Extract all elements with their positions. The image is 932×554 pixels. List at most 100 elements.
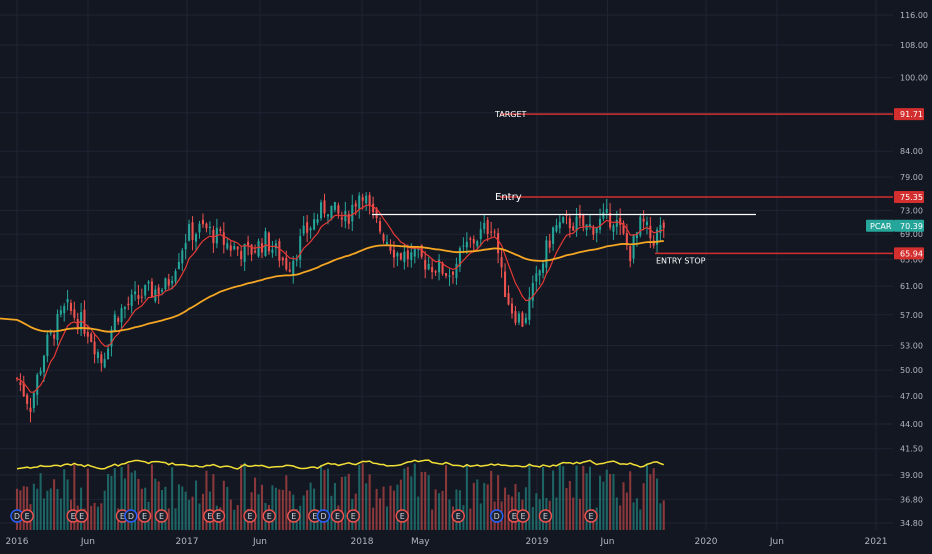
earnings-marker bbox=[20, 509, 34, 523]
ma-short-line bbox=[16, 204, 664, 393]
candle-body bbox=[123, 307, 126, 309]
candle-body bbox=[424, 260, 427, 270]
volume-bar bbox=[326, 468, 329, 530]
volume-bar bbox=[90, 505, 93, 530]
volume-bar bbox=[184, 491, 187, 530]
time-tick-label: 2016 bbox=[6, 537, 29, 547]
candle-body bbox=[417, 248, 420, 250]
price-levels: TARGET Entry ENTRY STOP bbox=[372, 110, 893, 265]
volume-bar bbox=[140, 488, 143, 530]
earnings-marker-label: E bbox=[312, 512, 317, 521]
earnings-marker-label: E bbox=[589, 512, 594, 521]
volume-ma bbox=[16, 459, 665, 470]
time-tick-label: 2020 bbox=[695, 537, 718, 547]
candle-body bbox=[120, 308, 123, 323]
earnings-marker-label: E bbox=[79, 512, 84, 521]
candle-body bbox=[76, 318, 79, 330]
volume-bar bbox=[438, 493, 441, 530]
candle-body bbox=[295, 259, 298, 261]
candle-body bbox=[306, 222, 309, 233]
volume-bar bbox=[123, 478, 126, 530]
volume-bar bbox=[188, 499, 191, 530]
earnings-marker-label: E bbox=[25, 512, 30, 521]
volume-bar bbox=[420, 471, 423, 530]
candle-body bbox=[110, 329, 113, 347]
candle-body bbox=[219, 229, 222, 232]
candle-body bbox=[420, 245, 423, 257]
volume-bar bbox=[191, 496, 194, 530]
volume-bar bbox=[167, 508, 170, 530]
volume-bar bbox=[150, 464, 153, 530]
candle-body bbox=[524, 317, 527, 323]
candle-body bbox=[208, 226, 211, 229]
candle-body bbox=[184, 243, 187, 250]
candle-body bbox=[201, 219, 204, 225]
candle-body bbox=[247, 241, 250, 246]
candle-body bbox=[605, 208, 608, 213]
candle-body bbox=[403, 251, 406, 262]
volume-bar bbox=[568, 481, 571, 530]
volume-bar bbox=[585, 473, 588, 530]
candle-body bbox=[39, 370, 42, 375]
candle-body bbox=[555, 225, 558, 232]
candle-body bbox=[545, 240, 548, 268]
volume-bar bbox=[226, 486, 229, 530]
volume-bar bbox=[588, 466, 592, 530]
volume-bar bbox=[445, 465, 448, 530]
candle-body bbox=[171, 280, 174, 284]
candle-body bbox=[181, 250, 184, 264]
volume-bar bbox=[177, 484, 180, 530]
volume-bar bbox=[649, 474, 652, 530]
earnings-marker-label: E bbox=[267, 512, 272, 521]
volume-bar bbox=[622, 482, 625, 530]
price-tick-label: 84.00 bbox=[900, 147, 923, 156]
earnings-marker bbox=[538, 509, 553, 523]
volume-bar bbox=[236, 505, 239, 530]
earnings-marker-label: E bbox=[335, 512, 340, 521]
candles bbox=[15, 192, 665, 423]
candle-body bbox=[188, 224, 191, 241]
price-tick-label: 65.00 bbox=[900, 255, 923, 264]
volume-bar bbox=[313, 488, 316, 530]
time-tick-label: May bbox=[411, 537, 430, 547]
candle-body bbox=[344, 211, 347, 222]
earnings-marker bbox=[74, 509, 89, 523]
candle-body bbox=[351, 204, 354, 222]
price-badges: 91.71 75.35 65.94 PCAR 70.39 bbox=[866, 108, 924, 260]
candle-body bbox=[144, 284, 147, 296]
candle-body bbox=[271, 249, 274, 253]
candle-body bbox=[517, 313, 520, 323]
volume-bar bbox=[205, 470, 208, 530]
candle-body bbox=[656, 229, 659, 245]
volume-bar bbox=[63, 469, 66, 530]
candle-body bbox=[465, 241, 468, 248]
candle-body bbox=[451, 271, 454, 275]
volume-bar bbox=[612, 474, 615, 530]
price-tick-label: 57.00 bbox=[900, 311, 923, 320]
earnings-marker-label: E bbox=[142, 512, 147, 521]
price-tick-label: 69.00 bbox=[900, 230, 923, 239]
volume-bar bbox=[635, 498, 638, 530]
candle-body bbox=[107, 348, 110, 360]
candle-body bbox=[389, 245, 392, 251]
volume-bar bbox=[403, 468, 406, 530]
volume-bar bbox=[602, 481, 605, 530]
volume-bar bbox=[645, 463, 649, 530]
candle-body bbox=[292, 260, 295, 276]
candle-body bbox=[174, 271, 177, 282]
volume-bar bbox=[229, 499, 232, 530]
candle-body bbox=[578, 213, 581, 219]
candle-body bbox=[46, 334, 49, 356]
volume-bar bbox=[330, 495, 333, 530]
earnings-marker-label: E bbox=[512, 512, 517, 521]
volume-bar bbox=[201, 493, 204, 530]
volume-bar bbox=[46, 490, 49, 530]
candle-body bbox=[73, 309, 76, 318]
candle-body bbox=[127, 303, 130, 306]
candle-body bbox=[582, 213, 585, 227]
volume-bar bbox=[507, 494, 510, 530]
candle-body bbox=[625, 233, 628, 246]
level-price-badge bbox=[894, 191, 924, 204]
